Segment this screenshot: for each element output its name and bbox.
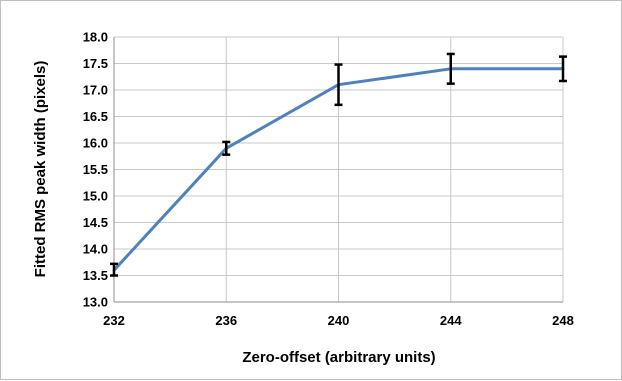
y-tick-label: 14.5 — [83, 215, 108, 230]
x-tick-label: 240 — [328, 313, 350, 328]
y-tick-label: 18.0 — [83, 30, 108, 45]
error-bar — [334, 63, 343, 107]
x-tick-label: 244 — [440, 313, 462, 328]
x-axis-title: Zero-offset (arbitrary units) — [242, 349, 435, 366]
y-axis-title: Fitted RMS peak width (pixels) — [32, 61, 49, 278]
x-tick-labels: 232 236 240 244 248 — [103, 313, 574, 328]
y-tick-label: 17.5 — [83, 56, 108, 71]
y-tick-labels: 13.0 13.5 14.0 14.5 15.0 15.5 16.0 16.5 17.0 17.5… — [83, 30, 108, 310]
y-tick-label: 13.0 — [83, 295, 108, 310]
y-tick-label: 14.0 — [83, 242, 108, 257]
y-tick-label: 17.0 — [83, 83, 108, 98]
grid — [113, 36, 564, 303]
error-bar — [222, 140, 231, 156]
y-tick-label: 16.0 — [83, 136, 108, 151]
error-bar — [559, 55, 567, 83]
error-bars — [110, 52, 567, 277]
error-bar — [110, 262, 118, 277]
x-tick-label: 236 — [215, 313, 237, 328]
y-tick-label: 16.5 — [83, 109, 108, 124]
error-bar — [446, 52, 455, 85]
x-tick-label: 232 — [103, 313, 125, 328]
y-tick-label: 15.0 — [83, 189, 108, 204]
x-tick-label: 248 — [552, 313, 574, 328]
y-tick-label: 13.5 — [83, 268, 108, 283]
y-tick-label: 15.5 — [83, 162, 108, 177]
